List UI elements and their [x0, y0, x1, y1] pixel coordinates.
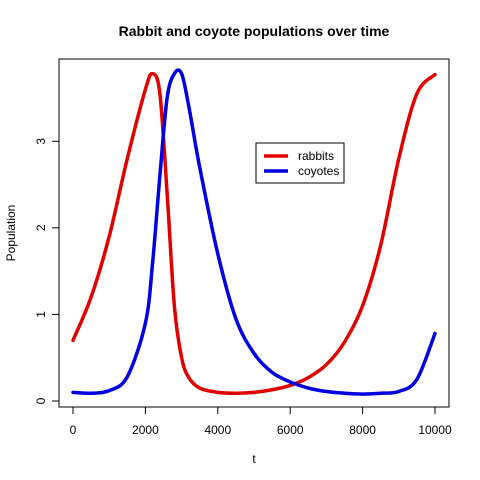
- x-tick-label: 4000: [204, 423, 231, 437]
- x-tick-label: 10000: [418, 423, 452, 437]
- x-tick-label: 6000: [277, 423, 304, 437]
- legend-label-rabbits: rabbits: [298, 149, 334, 163]
- y-tick-label: 3: [34, 138, 48, 145]
- x-tick-label: 2000: [132, 423, 159, 437]
- legend-label-coyotes: coyotes: [298, 164, 339, 178]
- y-tick-label: 1: [34, 311, 48, 318]
- y-tick-label: 0: [34, 397, 48, 404]
- chart-title: Rabbit and coyote populations over time: [119, 23, 390, 39]
- series-line-rabbits: [73, 74, 435, 394]
- x-tick-label: 8000: [349, 423, 376, 437]
- x-tick-label: 0: [70, 423, 77, 437]
- y-axis-label: Population: [4, 205, 18, 262]
- series-line-coyotes: [73, 70, 435, 394]
- x-axis-label: t: [252, 452, 256, 466]
- y-tick-label: 2: [34, 224, 48, 231]
- series-lines: [73, 70, 435, 394]
